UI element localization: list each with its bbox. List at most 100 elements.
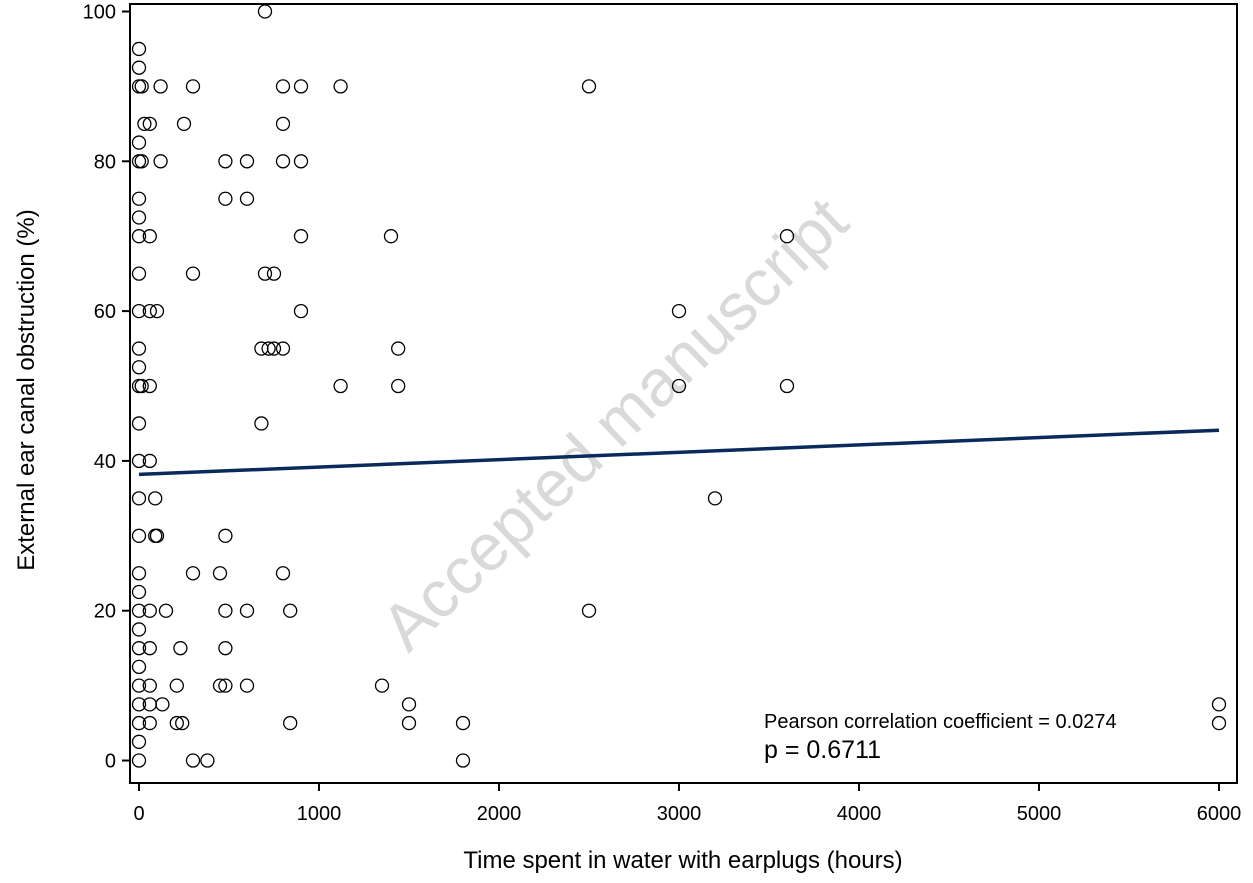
- data-point: [218, 154, 233, 169]
- data-point: [374, 678, 390, 693]
- data-point: [142, 229, 157, 244]
- data-point: [293, 154, 309, 169]
- y-tick-label: 20: [94, 601, 116, 623]
- data-point: [131, 341, 147, 356]
- data-point: [153, 79, 168, 94]
- data-point: [239, 678, 255, 693]
- data-point: [455, 715, 471, 731]
- correlation-annotation: Pearson correlation coefficient = 0.0274: [764, 711, 1117, 733]
- data-point: [275, 116, 291, 131]
- data-point: [261, 341, 276, 356]
- data-point: [131, 715, 147, 731]
- data-point: [142, 715, 157, 731]
- y-tick-label: 60: [94, 301, 116, 323]
- x-axis-title: Time spent in water with earplugs (hours…: [463, 847, 902, 874]
- y-axis-title: External ear canal obstruction (%): [13, 209, 40, 571]
- data-point: [148, 491, 163, 506]
- data-point: [283, 603, 298, 618]
- data-point: [1211, 697, 1227, 712]
- x-tick-label: 2000: [477, 803, 522, 825]
- data-point: [293, 303, 309, 319]
- data-point: [131, 79, 147, 94]
- data-point: [134, 79, 149, 94]
- data-point: [671, 378, 687, 394]
- data-point: [131, 453, 147, 469]
- data-point: [275, 79, 291, 94]
- data-point: [169, 715, 184, 731]
- data-point: [142, 678, 157, 693]
- data-point: [581, 603, 597, 618]
- data-point: [142, 116, 157, 131]
- data-point: [218, 641, 233, 656]
- data-point: [212, 566, 228, 581]
- p-value-annotation: p = 0.6711: [764, 736, 881, 764]
- data-point: [218, 191, 233, 206]
- data-point: [212, 678, 228, 693]
- x-tick-label: 4000: [837, 803, 882, 825]
- data-point: [185, 566, 201, 581]
- data-point: [131, 191, 147, 206]
- data-point: [779, 229, 795, 244]
- y-tick-label: 80: [94, 151, 116, 173]
- trend-line: [138, 428, 1220, 477]
- y-tick-label: 40: [94, 451, 116, 473]
- data-point: [175, 715, 190, 731]
- data-point: [149, 303, 165, 319]
- data-point: [131, 229, 147, 244]
- data-point: [185, 79, 201, 94]
- data-point: [149, 528, 165, 543]
- data-point: [131, 697, 147, 712]
- data-point: [169, 678, 184, 693]
- data-point: [218, 678, 233, 693]
- y-axis: 0 20 40 60 80 100: [83, 1, 130, 773]
- data-point: [155, 697, 170, 712]
- data-point: [391, 341, 406, 356]
- data-point: [131, 154, 147, 169]
- data-point: [131, 641, 147, 656]
- data-point: [391, 378, 406, 394]
- data-point: [581, 79, 597, 94]
- y-tick-label: 100: [83, 1, 116, 23]
- data-point: [283, 715, 298, 731]
- data-point: [131, 566, 147, 581]
- data-point: [707, 491, 723, 506]
- x-axis: 0 1000 2000 3000 4000 5000 6000: [133, 783, 1241, 825]
- data-point: [257, 4, 273, 19]
- data-point: [779, 378, 795, 394]
- data-point: [200, 753, 215, 768]
- data-point: [254, 341, 269, 356]
- data-point: [131, 603, 147, 618]
- data-point: [142, 603, 157, 618]
- data-point: [142, 303, 157, 319]
- x-tick-label: 3000: [657, 803, 702, 825]
- x-tick-label: 0: [133, 803, 144, 825]
- data-point: [131, 360, 147, 375]
- data-point: [131, 60, 147, 75]
- data-point: [131, 622, 147, 637]
- data-point: [254, 416, 269, 431]
- data-point: [134, 154, 149, 169]
- x-tick-label: 1000: [297, 803, 342, 825]
- data-point: [275, 154, 291, 169]
- data-point: [218, 603, 233, 618]
- data-point: [455, 753, 471, 768]
- data-point: [266, 341, 282, 356]
- watermark: Accepted manuscript: [367, 183, 862, 664]
- data-point: [158, 603, 174, 618]
- data-point: [131, 678, 147, 693]
- data-point: [275, 566, 291, 581]
- data-point: [176, 116, 192, 131]
- data-point: [671, 303, 687, 319]
- data-point: [257, 266, 273, 281]
- data-point: [333, 378, 348, 394]
- data-point: [142, 378, 157, 394]
- data-point: [185, 753, 201, 768]
- data-point: [239, 191, 255, 206]
- data-point: [137, 116, 152, 131]
- data-point: [131, 491, 147, 506]
- data-points: [131, 4, 1227, 768]
- data-point: [239, 154, 255, 169]
- data-point: [401, 697, 417, 712]
- data-point: [401, 715, 417, 731]
